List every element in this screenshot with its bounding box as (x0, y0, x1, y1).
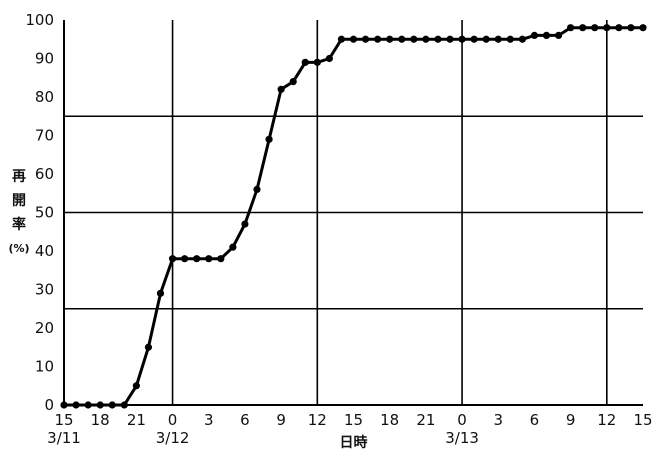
data-point (482, 35, 490, 43)
data-point (277, 85, 285, 93)
data-point (193, 255, 201, 263)
data-point (386, 35, 394, 43)
data-point (410, 35, 418, 43)
data-point (361, 35, 370, 43)
data-point (627, 24, 635, 32)
data-point (325, 54, 333, 63)
x-tick-label: 15 (344, 411, 363, 429)
data-point (156, 289, 165, 297)
data-point (144, 343, 153, 351)
data-point (615, 24, 623, 32)
data-point (108, 401, 116, 409)
data-point (494, 35, 502, 43)
data-point (72, 401, 80, 409)
data-point (591, 24, 599, 32)
data-point (579, 24, 587, 32)
data-point (60, 401, 68, 409)
data-point (470, 35, 478, 43)
data-point (434, 35, 442, 43)
x-tick-label: 9 (566, 411, 576, 429)
x-tick-label: 15 (54, 411, 73, 429)
data-point (554, 31, 563, 39)
data-point (530, 31, 539, 39)
data-point (349, 35, 358, 43)
x-tick-label: 6 (530, 411, 540, 429)
data-point (289, 78, 297, 86)
data-point (542, 31, 551, 39)
x-tick-label: 21 (127, 411, 146, 429)
data-point (603, 24, 611, 32)
x-tick-label: 18 (380, 411, 399, 429)
data-point (458, 35, 466, 43)
y-tick-label: 30 (35, 281, 54, 299)
y-tick-label: 0 (44, 396, 54, 414)
y-tick-label: 80 (35, 88, 54, 106)
data-point (229, 243, 237, 251)
y-tick-label: 100 (25, 11, 54, 29)
x-date-label: 3/11 (47, 429, 81, 447)
data-point (446, 35, 454, 43)
x-tick-label: 9 (276, 411, 286, 429)
data-point (181, 255, 189, 263)
data-point (96, 401, 104, 409)
x-tick-label: 21 (416, 411, 435, 429)
y-tick-label: 20 (35, 319, 54, 337)
x-tick-label: 0 (457, 411, 467, 429)
x-tick-label: 0 (168, 411, 178, 429)
data-point (217, 255, 225, 263)
data-point (265, 135, 273, 143)
x-tick-label: 3 (493, 411, 503, 429)
y-tick-label: 70 (35, 127, 54, 145)
data-point (253, 185, 261, 193)
x-tick-label: 12 (308, 411, 327, 429)
data-point (398, 35, 406, 43)
y-axis-label-char-2: 開 (12, 193, 26, 209)
x-date-label: 3/13 (445, 429, 479, 447)
x-tick-label: 12 (597, 411, 616, 429)
data-point (567, 24, 575, 32)
y-tick-label: 40 (35, 242, 54, 260)
y-tick-label: 10 (35, 358, 54, 376)
x-tick-label: 18 (91, 411, 110, 429)
data-point (301, 58, 309, 66)
data-point (518, 35, 526, 43)
x-tick-label: 15 (633, 411, 652, 429)
y-tick-label: 60 (35, 165, 54, 183)
x-tick-label: 3 (204, 411, 214, 429)
y-axis-label-char-1: 再 (12, 169, 26, 185)
y-tick-label: 90 (35, 50, 54, 68)
data-point (205, 255, 213, 263)
data-point (241, 220, 249, 228)
data-point (374, 35, 382, 43)
y-axis-label-unit: (%) (8, 242, 30, 255)
data-point (506, 35, 514, 43)
data-point (639, 24, 647, 32)
data-point (422, 35, 430, 43)
data-point (313, 58, 321, 66)
y-tick-label: 50 (35, 204, 54, 222)
data-point (337, 35, 346, 43)
y-axis-label-char-3: 率 (12, 217, 26, 233)
x-axis-label: 日時 (340, 434, 368, 450)
x-tick-label: 6 (240, 411, 250, 429)
data-point (84, 401, 92, 409)
data-point (168, 255, 177, 263)
data-point (120, 401, 128, 409)
x-date-label: 3/12 (156, 429, 190, 447)
data-point (132, 382, 140, 390)
